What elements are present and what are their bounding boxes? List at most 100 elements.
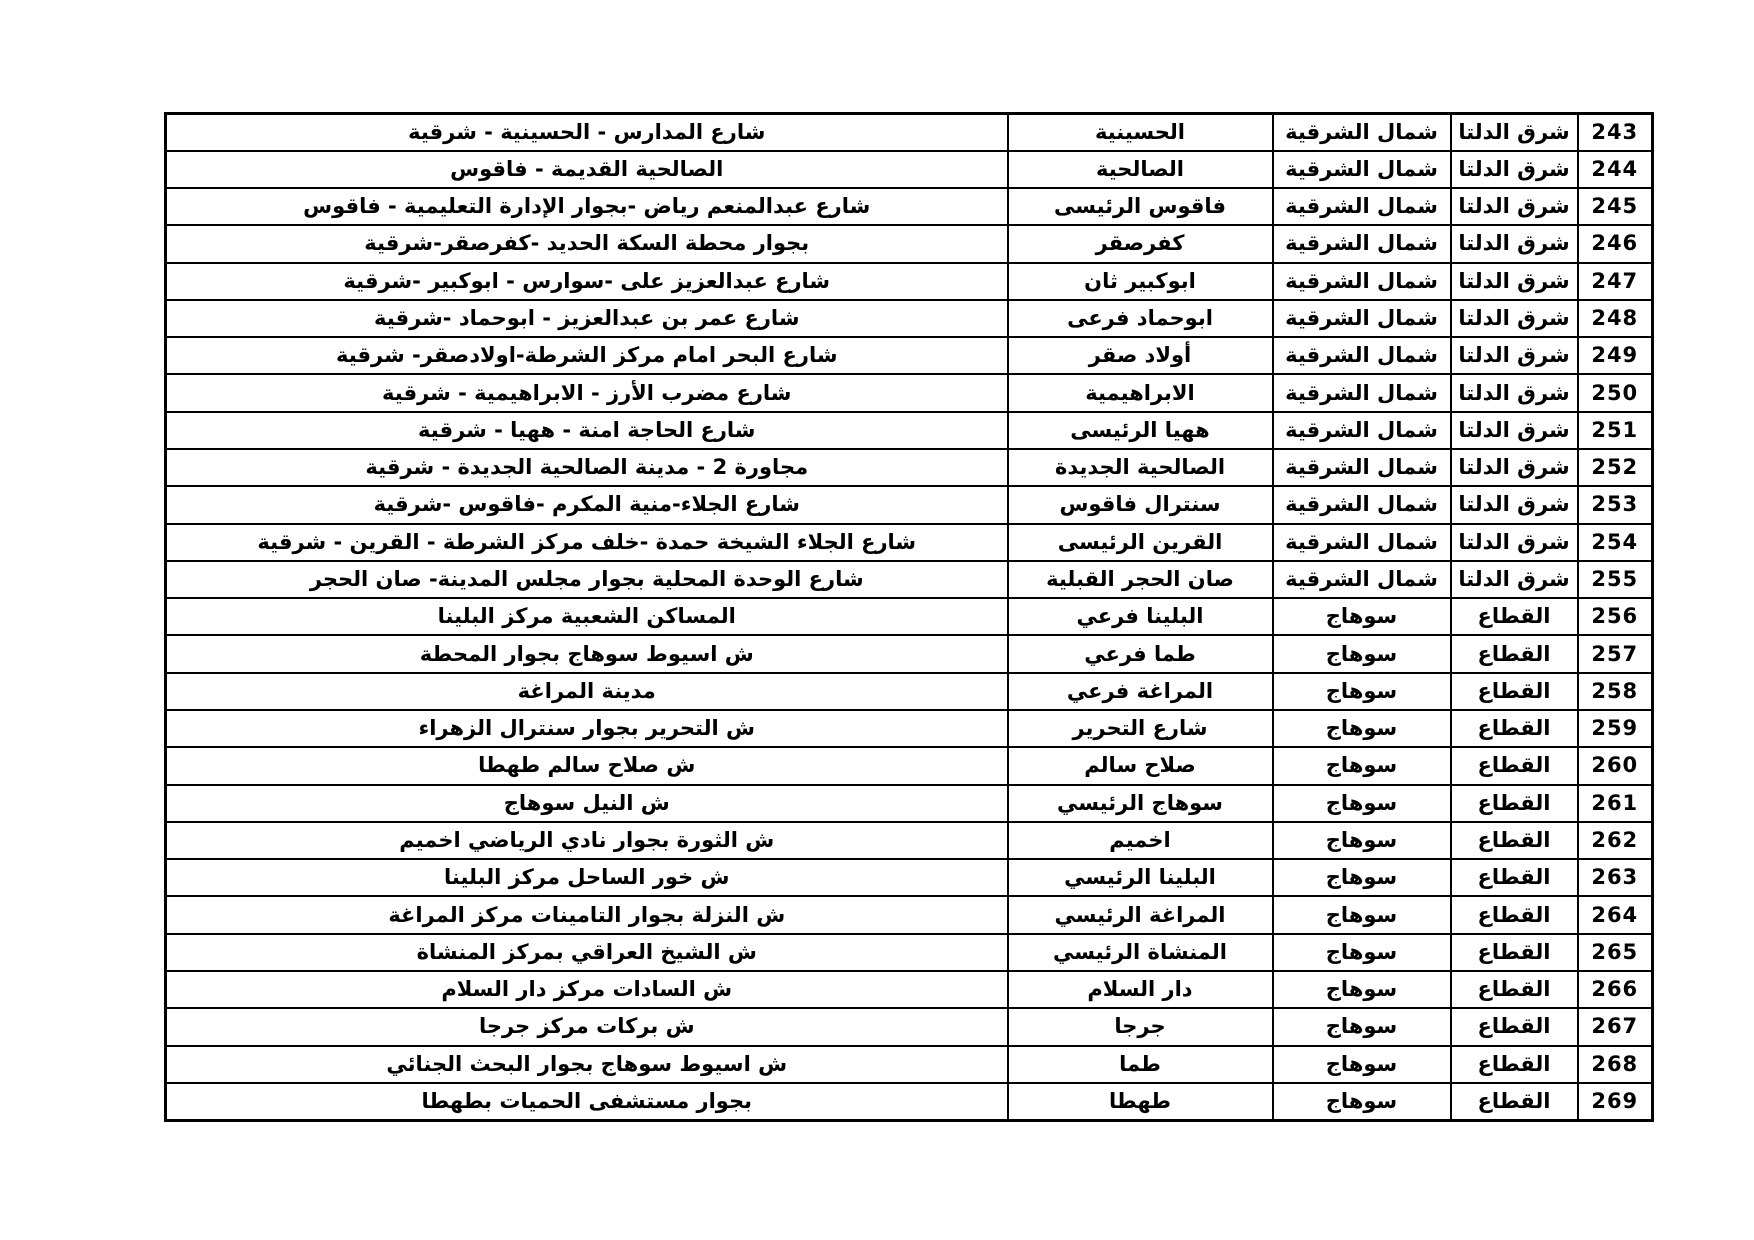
cell-region: القطاع	[1449, 708, 1579, 749]
cell-branch-name: أولاد صقر	[1006, 336, 1274, 376]
cell-row-number: 252	[1576, 448, 1654, 488]
cell-row-number: 246	[1576, 224, 1654, 264]
cell-branch-name: طما فرعي	[1006, 634, 1274, 674]
cell-row-number: 263	[1576, 858, 1654, 898]
cell-region: القطاع	[1449, 895, 1579, 935]
cell-branch-name: طهطا	[1006, 1081, 1274, 1122]
table-row: 251 شرق الدلتا شمال الشرقية ههيا الرئيسى شار…	[164, 410, 1654, 451]
cell-governorate: سوهاج	[1271, 932, 1452, 972]
cell-address: ش اسيوط سوهاج بجوار البحث الجنائي	[164, 1044, 1009, 1084]
cell-row-number: 260	[1576, 746, 1654, 786]
table-row: 256 القطاع سوهاج البلينا فرعي المساكن الشعبي…	[164, 597, 1654, 637]
table-row: 246 شرق الدلتا شمال الشرقية كفرصقر بجوار محط…	[164, 224, 1654, 264]
cell-region: شرق الدلتا	[1449, 336, 1579, 376]
table-row: 268 القطاع سوهاج طما ش اسيوط سوهاج بجوار الب…	[164, 1044, 1654, 1084]
cell-governorate: شمال الشرقية	[1271, 261, 1452, 301]
cell-governorate: سوهاج	[1271, 858, 1452, 898]
table-row: 260 القطاع سوهاج صلاح سالم ش صلاح سالم طهطا	[164, 746, 1654, 786]
cell-branch-name: سنترال فاقوس	[1006, 485, 1274, 525]
cell-governorate: شمال الشرقية	[1271, 373, 1452, 413]
cell-row-number: 259	[1576, 708, 1654, 749]
branches-table: 243 شرق الدلتا شمال الشرقية الحسينية شارع ال…	[164, 112, 1654, 1122]
cell-address: شارع الحاجة امنة - ههيا - شرقية	[164, 410, 1009, 451]
cell-row-number: 256	[1576, 597, 1654, 637]
cell-row-number: 255	[1576, 559, 1654, 600]
cell-address: شارع المدارس - الحسينية - شرقية	[164, 112, 1009, 152]
cell-address: ش صلاح سالم طهطا	[164, 746, 1009, 786]
cell-address: بجوار محطة السكة الحديد -كفرصقر-شرقية	[164, 224, 1009, 264]
cell-governorate: سوهاج	[1271, 820, 1452, 861]
cell-address: المساكن الشعبية مركز البلينا	[164, 597, 1009, 637]
cell-address: ش الثورة بجوار نادي الرياضي اخميم	[164, 820, 1009, 861]
table-row: 267 القطاع سوهاج جرجا ش بركات مركز جرجا	[164, 1007, 1654, 1047]
table-row: 257 القطاع سوهاج طما فرعي ش اسيوط سوهاج بجوا…	[164, 634, 1654, 674]
cell-region: القطاع	[1449, 783, 1579, 823]
cell-address: ش التحرير بجوار سنترال الزهراء	[164, 708, 1009, 749]
table-row: 261 القطاع سوهاج سوهاج الرئيسي ش النيل سوهاج	[164, 783, 1654, 823]
cell-region: شرق الدلتا	[1449, 559, 1579, 600]
cell-governorate: سوهاج	[1271, 597, 1452, 637]
cell-governorate: سوهاج	[1271, 895, 1452, 935]
cell-region: القطاع	[1449, 597, 1579, 637]
cell-region: شرق الدلتا	[1449, 224, 1579, 264]
cell-branch-name: القرين الرئيسى	[1006, 522, 1274, 562]
cell-branch-name: اخميم	[1006, 820, 1274, 861]
cell-governorate: شمال الشرقية	[1271, 448, 1452, 488]
cell-branch-name: الحسينية	[1006, 112, 1274, 152]
cell-governorate: سوهاج	[1271, 783, 1452, 823]
cell-row-number: 251	[1576, 410, 1654, 451]
cell-address: شارع عبدالعزيز على -سوارس - ابوكبير -شرق…	[164, 261, 1009, 301]
cell-address: الصالحية القديمة - فاقوس	[164, 149, 1009, 190]
cell-region: شرق الدلتا	[1449, 261, 1579, 301]
table-row: 259 القطاع سوهاج شارع التحرير ش التحرير بجوا…	[164, 708, 1654, 749]
cell-region: القطاع	[1449, 820, 1579, 861]
cell-region: شرق الدلتا	[1449, 298, 1579, 339]
cell-row-number: 254	[1576, 522, 1654, 562]
cell-address: ش خور الساحل مركز البلينا	[164, 858, 1009, 898]
cell-address: ش الشيخ العراقي بمركز المنشاة	[164, 932, 1009, 972]
cell-address: مدينة المراغة	[164, 671, 1009, 712]
cell-region: القطاع	[1449, 1044, 1579, 1084]
cell-governorate: سوهاج	[1271, 1081, 1452, 1122]
table-row: 249 شرق الدلتا شمال الشرقية أولاد صقر شارع ا…	[164, 336, 1654, 376]
cell-row-number: 258	[1576, 671, 1654, 712]
cell-branch-name: صلاح سالم	[1006, 746, 1274, 786]
cell-governorate: سوهاج	[1271, 1044, 1452, 1084]
table-row: 254 شرق الدلتا شمال الشرقية القرين الرئيسى ش…	[164, 522, 1654, 562]
cell-governorate: شمال الشرقية	[1271, 336, 1452, 376]
cell-branch-name: المراغة فرعي	[1006, 671, 1274, 712]
cell-governorate: شمال الشرقية	[1271, 485, 1452, 525]
cell-governorate: شمال الشرقية	[1271, 559, 1452, 600]
cell-row-number: 268	[1576, 1044, 1654, 1084]
cell-address: ش النيل سوهاج	[164, 783, 1009, 823]
cell-region: شرق الدلتا	[1449, 522, 1579, 562]
cell-row-number: 262	[1576, 820, 1654, 861]
cell-address: مجاورة 2 - مدينة الصالحية الجديدة - شرقي…	[164, 448, 1009, 488]
cell-row-number: 249	[1576, 336, 1654, 376]
cell-row-number: 248	[1576, 298, 1654, 339]
cell-address: ش النزلة بجوار التامينات مركز المراغة	[164, 895, 1009, 935]
cell-branch-name: المراغة الرئيسي	[1006, 895, 1274, 935]
cell-branch-name: المنشاة الرئيسي	[1006, 932, 1274, 972]
cell-governorate: سوهاج	[1271, 671, 1452, 712]
cell-branch-name: الصالحية	[1006, 149, 1274, 190]
cell-branch-name: الصالحية الجديدة	[1006, 448, 1274, 488]
branches-table-body: 243 شرق الدلتا شمال الشرقية الحسينية شارع ال…	[164, 112, 1654, 1122]
cell-governorate: شمال الشرقية	[1271, 224, 1452, 264]
table-row: 253 شرق الدلتا شمال الشرقية سنترال فاقوس شار…	[164, 485, 1654, 525]
cell-region: شرق الدلتا	[1449, 149, 1579, 190]
cell-branch-name: سوهاج الرئيسي	[1006, 783, 1274, 823]
cell-branch-name: طما	[1006, 1044, 1274, 1084]
cell-row-number: 243	[1576, 112, 1654, 152]
cell-row-number: 267	[1576, 1007, 1654, 1047]
cell-governorate: سوهاج	[1271, 1007, 1452, 1047]
cell-region: شرق الدلتا	[1449, 112, 1579, 152]
cell-address: شارع البحر امام مركز الشرطة-اولادصقر- شر…	[164, 336, 1009, 376]
cell-region: القطاع	[1449, 1007, 1579, 1047]
cell-governorate: شمال الشرقية	[1271, 298, 1452, 339]
table-row: 255 شرق الدلتا شمال الشرقية صان الحجر القبل…	[164, 559, 1654, 600]
cell-address: ش اسيوط سوهاج بجوار المحطة	[164, 634, 1009, 674]
cell-branch-name: فاقوس الرئيسى	[1006, 187, 1274, 227]
table-row: 266 القطاع سوهاج دار السلام ش السادات مركز د…	[164, 969, 1654, 1010]
